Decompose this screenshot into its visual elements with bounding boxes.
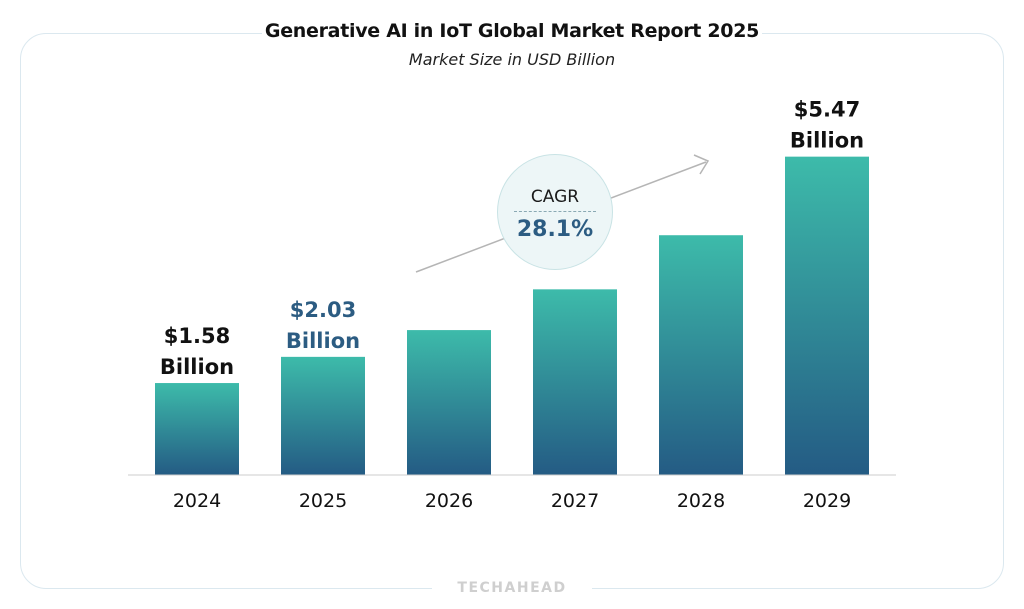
cagr-divider (514, 211, 596, 212)
x-tick-label-2026: 2026 (425, 490, 473, 512)
chart-title: Generative AI in IoT Global Market Repor… (262, 16, 762, 46)
x-tick-label-2028: 2028 (677, 490, 725, 512)
data-label-value-2029: $5.47 (794, 98, 860, 122)
x-tick-label-2029: 2029 (803, 490, 851, 512)
bar-2027 (533, 289, 617, 475)
bar-2028 (659, 235, 743, 475)
x-tick-label-2025: 2025 (299, 490, 347, 512)
brand-watermark: TECHAHEAD (432, 577, 592, 599)
bar-2024 (155, 383, 239, 475)
bar-2026 (407, 330, 491, 475)
x-tick-label-2024: 2024 (173, 490, 221, 512)
data-label-value-2024: $1.58 (164, 324, 230, 348)
data-label-unit-2029: Billion (790, 129, 864, 153)
cagr-value: 28.1% (516, 217, 594, 242)
bar-2029 (785, 156, 869, 475)
data-label-unit-2025: Billion (286, 329, 360, 353)
cagr-label: CAGR (530, 187, 580, 207)
data-label-value-2025: $2.03 (290, 298, 356, 322)
chart-subtitle: Market Size in USD Billion (408, 50, 616, 69)
bar-2025 (281, 356, 365, 475)
x-tick-label-2027: 2027 (551, 490, 599, 512)
cagr-badge: CAGR 28.1% (497, 154, 613, 270)
data-label-unit-2024: Billion (160, 355, 234, 379)
